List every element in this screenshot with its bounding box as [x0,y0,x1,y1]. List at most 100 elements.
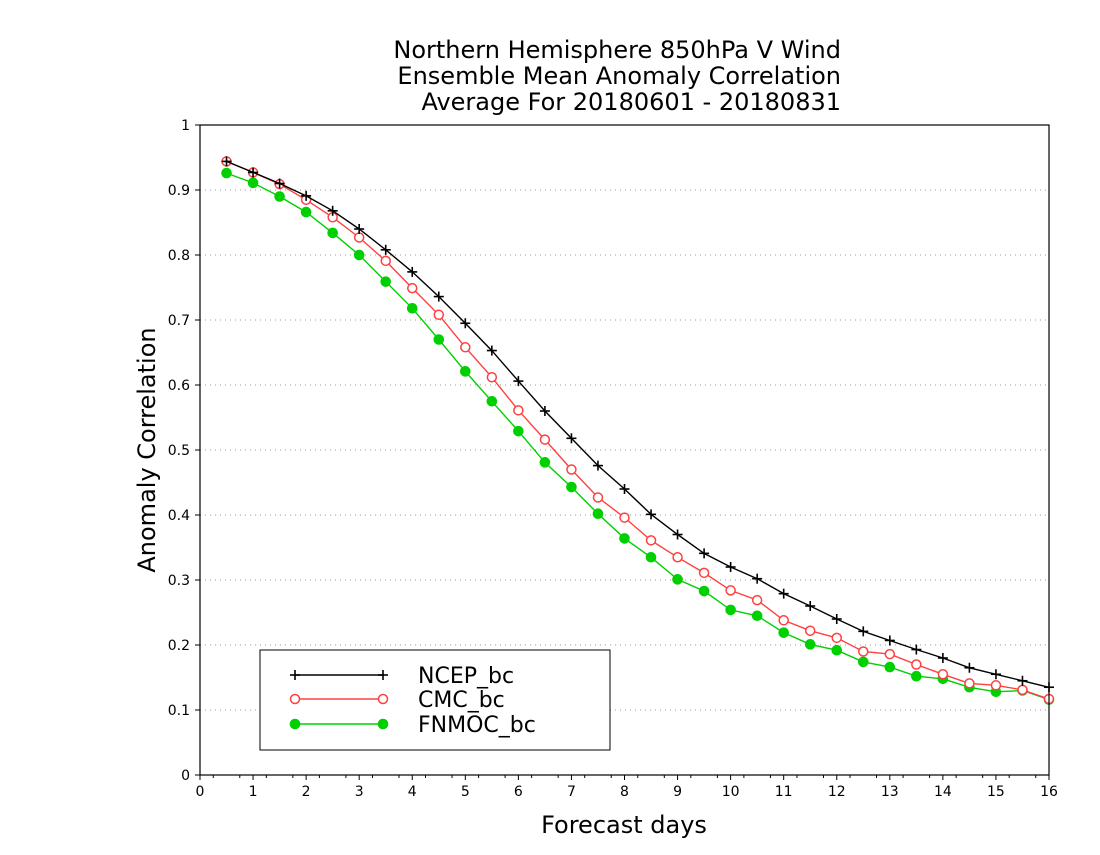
data-point-ncep-bc [460,318,471,329]
data-point-cmc-bc [672,552,683,563]
data-point-ncep-bc [964,662,975,673]
y-tick-label: 0.4 [168,508,190,524]
y-tick-label: 0.8 [168,248,190,264]
data-point-ncep-bc [380,244,391,255]
data-point-ncep-bc [699,548,710,559]
data-point-ncep-bc [513,376,524,387]
data-point-cmc-bc [751,594,763,606]
data-point-fnmoc-bc [460,366,471,377]
data-point-ncep-bc [566,433,577,444]
legend-label-fnmoc: FNMOC_bc [418,713,536,738]
x-axis-title: Forecast days [541,811,707,839]
data-point-fnmoc-bc [406,303,418,314]
data-point-cmc-bc [911,659,922,670]
y-tick-label: 0 [181,768,190,784]
legend-box [259,649,611,751]
data-point-cmc-bc [619,512,630,523]
data-point-legend-ncep-bc [378,670,388,680]
axis-ticks: 00.10.20.30.40.50.60.70.80.910 1 2 3 4 5 6 7 8 9 1… [168,118,1058,800]
data-point-fnmoc-bc [327,227,338,239]
data-point-fnmoc-bc [513,425,524,437]
data-point-cmc-bc [858,646,869,657]
data-point-legend-ncep-bc [290,670,300,680]
data-point-ncep-bc [884,635,895,646]
legend: NCEP_bc CMC_bc FNMOC_bc [259,649,611,751]
data-point-cmc-bc [539,434,551,445]
data-point-fnmoc-bc [672,574,683,585]
data-point-fnmoc-bc [592,508,604,520]
title-line-1: Northern Hemisphere 850hPa V Wind [393,36,841,64]
data-point-ncep-bc [301,190,312,201]
data-point-ncep-bc [858,626,869,637]
x-tick-label: 16 [1040,784,1058,800]
x-tick-label: 9 [673,784,682,800]
y-tick-label: 0.2 [168,638,190,654]
legend-samples [289,670,389,730]
data-point-cmc-bc [964,678,975,689]
y-tick-label: 0.3 [168,573,190,589]
data-point-ncep-bc [433,291,444,302]
data-point-ncep-bc [486,345,497,356]
data-point-fnmoc-bc [380,276,392,287]
data-point-fnmoc-bc [804,639,816,650]
chart-title: Northern Hemisphere 850hPa V Wind Ensemb… [393,36,841,116]
data-point-ncep-bc [354,224,365,234]
data-point-cmc-bc [380,255,391,267]
data-point-ncep-bc [990,669,1001,680]
legend-label-cmc: CMC_bc [418,688,505,713]
series-ncep-bc [221,156,1054,693]
data-point-ncep-bc [327,205,338,216]
y-tick-label: 0.7 [168,313,190,329]
data-point-fnmoc-bc [911,670,922,682]
x-tick-label: 6 [514,784,523,800]
data-point-cmc-bc [884,648,896,660]
data-point-ncep-bc [592,460,603,471]
data-point-cmc-bc [460,342,471,353]
data-point-fnmoc-bc [619,533,630,544]
data-point-cmc-bc [698,567,710,579]
y-tick-label: 0.1 [168,703,190,719]
data-point-cmc-bc [353,232,365,243]
data-point-fnmoc-bc [486,395,498,407]
data-point-fnmoc-bc [353,249,365,261]
data-point-cmc-bc [513,405,524,416]
title-line-3: Average For 20180601 - 20180831 [421,88,841,116]
legend-sample-cmc-bc [289,693,389,705]
data-point-ncep-bc [646,509,657,520]
data-point-cmc-bc [990,680,1002,691]
series-line-fnmoc-bc [226,172,1050,701]
data-point-cmc-bc [645,535,657,546]
data-point-ncep-bc [752,573,763,584]
x-tick-label: 10 [722,784,740,800]
x-tick-label: 12 [828,784,846,800]
x-tick-label: 14 [934,784,952,800]
data-point-ncep-bc [248,167,259,178]
data-point-cmc-bc [937,669,949,680]
data-point-fnmoc-bc [645,551,657,563]
data-point-fnmoc-bc [539,457,551,468]
x-tick-label: 4 [408,784,417,800]
x-tick-label: 13 [881,784,899,800]
x-tick-label: 1 [249,784,258,800]
data-point-ncep-bc [937,653,948,663]
y-tick-label: 0.9 [168,183,190,199]
x-tick-label: 11 [775,784,793,800]
y-tick-label: 0.6 [168,378,190,394]
data-point-fnmoc-bc [778,627,789,638]
data-point-legend-cmc-bc [289,693,301,705]
data-point-ncep-bc [831,614,842,624]
y-tick-label: 1 [181,118,190,134]
data-point-fnmoc-bc [247,177,259,189]
data-point-fnmoc-bc [221,167,232,179]
x-tick-label: 0 [196,784,205,800]
series-line-cmc-bc [226,160,1050,700]
data-point-fnmoc-bc [274,191,285,202]
data-point-ncep-bc [725,562,736,572]
y-tick-label: 0.5 [168,443,190,459]
series-fnmoc-bc [221,167,1055,705]
data-point-fnmoc-bc [751,610,763,622]
data-point-cmc-bc [486,371,498,383]
data-point-fnmoc-bc [566,481,577,493]
